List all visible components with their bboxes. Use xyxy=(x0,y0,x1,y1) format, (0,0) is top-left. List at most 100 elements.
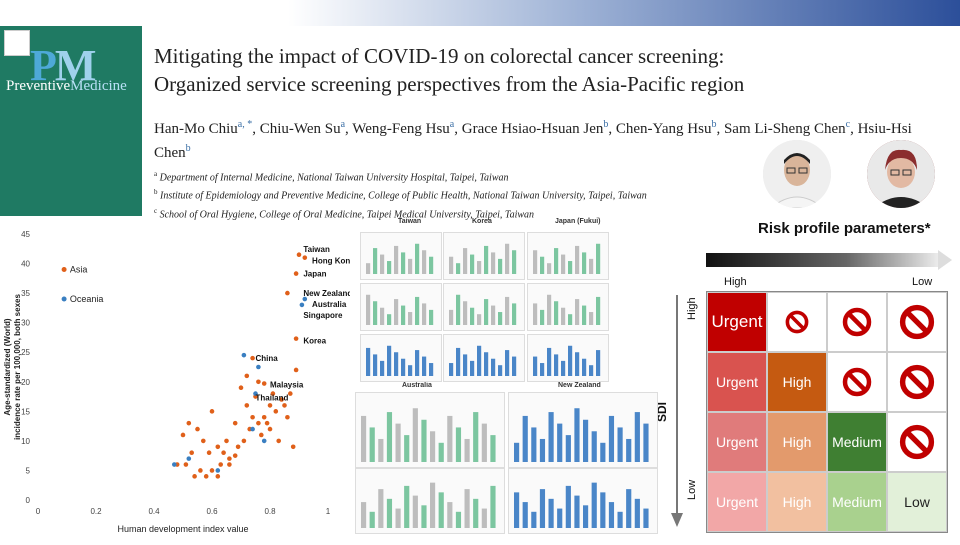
point-label: New Zealand xyxy=(303,289,350,298)
y-tick-label: 25 xyxy=(21,348,30,357)
mini-chart xyxy=(443,334,525,382)
title-line-1: Mitigating the impact of COVID-19 on col… xyxy=(154,44,725,68)
data-point xyxy=(253,391,258,396)
mini-chart-graphic xyxy=(449,294,517,325)
author-name: Hsiu-Hsi Chen xyxy=(154,121,912,161)
data-point xyxy=(221,450,226,456)
risk-high-label: High xyxy=(724,276,747,288)
data-point xyxy=(215,474,221,479)
data-point xyxy=(198,468,203,473)
journal-logo: PM xyxy=(30,41,96,90)
affiliation-list: a Department of Internal Medicine, Natio… xyxy=(154,167,774,222)
mini-chart-graphic xyxy=(514,408,649,462)
mini-chart-graphic xyxy=(366,243,434,274)
mini-chart-title: Australia xyxy=(402,382,432,389)
data-point xyxy=(270,391,276,396)
y-tick-label: 15 xyxy=(21,407,30,416)
risk-cell-r3-c0: Urgent xyxy=(707,472,767,532)
data-point xyxy=(285,290,290,296)
data-point xyxy=(206,450,212,456)
data-point xyxy=(215,444,221,450)
publisher-logo xyxy=(4,30,30,56)
risk-cell-r3-c2: Medium xyxy=(827,472,887,532)
data-point xyxy=(227,456,232,461)
data-point xyxy=(189,450,194,456)
prohibited-icon xyxy=(899,304,935,340)
author-affil-mark: b xyxy=(711,119,717,130)
y-tick-label: 20 xyxy=(21,378,30,387)
legend-marker xyxy=(61,296,67,302)
risk-cell-r2-c2: Medium xyxy=(827,412,887,472)
scatter-chart: 0 5 10 15 20 25 30 35 40 45 0 0.2 0.4 0.6 0.8 1 Human de… xyxy=(0,222,355,540)
risk-cell-r3-c1: High xyxy=(767,472,827,532)
mini-chart-title: Korea xyxy=(472,218,492,225)
author-affil-mark: a, * xyxy=(237,119,253,130)
data-point xyxy=(227,462,232,467)
data-point xyxy=(215,468,221,473)
point-label: Singapore xyxy=(303,311,343,320)
data-point xyxy=(232,420,238,426)
mini-chart xyxy=(360,334,442,382)
author-name: Sam Li-Sheng Chen xyxy=(723,121,846,137)
point-label: China xyxy=(256,354,279,363)
risk-low-label: Low xyxy=(912,276,933,288)
risk-matrix: Urgent Urgent High Urgent High Medium Urgent Hi… xyxy=(706,291,948,533)
data-point xyxy=(290,444,296,450)
risk-cell-r2-c0: Urgent xyxy=(707,412,767,472)
top-banner xyxy=(0,0,960,26)
mini-chart xyxy=(443,232,525,280)
mini-chart-graphic xyxy=(366,294,434,325)
y-axis-label: incidence rate per 100,000, both sexes xyxy=(13,294,22,440)
y-axis-label: Age-standardized (World) xyxy=(3,318,12,416)
title-line-2: Organized service screening perspectives… xyxy=(154,72,745,96)
legend-marker xyxy=(61,266,67,272)
affiliation: c School of Oral Hygiene, College of Ora… xyxy=(154,206,535,220)
data-point xyxy=(244,403,250,408)
data-point xyxy=(261,414,267,420)
y-tick-label: 0 xyxy=(26,496,31,505)
mini-chart-graphic xyxy=(533,294,601,325)
paper-title: Mitigating the impact of COVID-19 on col… xyxy=(154,42,954,98)
mini-chart xyxy=(527,283,609,331)
mini-chart-graphic xyxy=(366,345,434,376)
data-point xyxy=(276,438,282,444)
mini-chart-title: Japan (Fukui) xyxy=(555,218,601,225)
mini-chart-title: New Zealand xyxy=(558,382,601,389)
data-point xyxy=(302,255,308,260)
mini-chart xyxy=(527,232,609,280)
author-name: Han-Mo Chiu xyxy=(154,121,238,137)
data-point xyxy=(250,426,255,432)
data-point xyxy=(288,391,293,396)
data-point xyxy=(203,474,209,479)
risk-cell-r2-c1: High xyxy=(767,412,827,472)
x-tick-label: 0.6 xyxy=(206,507,218,516)
prohibited-icon xyxy=(842,307,872,337)
mini-chart-graphic xyxy=(361,482,496,528)
data-point xyxy=(192,474,197,479)
data-point xyxy=(293,271,299,276)
x-tick-label: 0.4 xyxy=(148,507,160,516)
author-affil-mark: a xyxy=(340,119,346,130)
risk-cell-r0-c1 xyxy=(767,292,827,352)
data-point xyxy=(267,403,273,408)
data-point xyxy=(259,432,264,438)
y-tick-label: 45 xyxy=(21,230,30,239)
prohibited-icon xyxy=(899,424,935,460)
prohibited-icon xyxy=(785,310,809,334)
prohibited-icon xyxy=(899,364,935,400)
author-affil-mark: b xyxy=(603,119,609,130)
author-name: Chen-Yang Hsu xyxy=(615,121,712,137)
legend-label: Asia xyxy=(70,264,88,274)
data-point xyxy=(186,420,192,426)
mini-chart-graphic xyxy=(449,345,517,376)
data-point xyxy=(201,438,206,444)
risk-gradient-arrow xyxy=(706,253,940,267)
author-affil-mark: b xyxy=(185,143,191,154)
data-point xyxy=(244,373,250,379)
risk-cell-r1-c1: High xyxy=(767,352,827,412)
author-photo-2 xyxy=(867,140,935,208)
x-tick-label: 0 xyxy=(36,507,41,516)
prohibited-icon xyxy=(842,367,872,397)
data-point xyxy=(261,381,267,386)
data-point xyxy=(209,409,215,414)
